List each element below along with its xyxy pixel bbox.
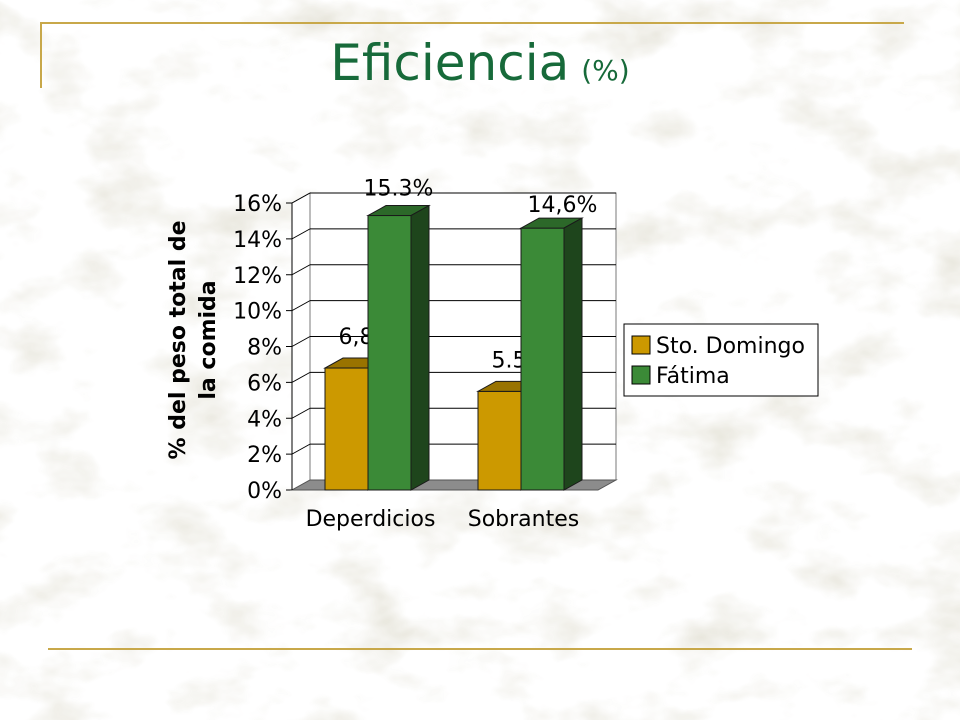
gridline-side (291, 336, 311, 347)
y-tick-label: 14% (233, 228, 282, 253)
gridline-side (291, 407, 311, 419)
data-label: 15.3% (364, 177, 434, 202)
y-tick-label: 12% (233, 264, 282, 289)
legend-swatch (631, 335, 651, 355)
bottom-rule (48, 648, 912, 650)
y-tick-label: 10% (233, 300, 282, 325)
slide-title-text: Eficiencia (330, 34, 570, 92)
slide-title: Eficiencia (%) (0, 34, 960, 92)
gridline-side (291, 443, 311, 455)
bar-front (367, 215, 412, 491)
legend-swatch (631, 365, 651, 385)
gridline-side (291, 264, 311, 276)
legend-entry: Sto. Domingo (656, 334, 805, 359)
y-tick-label: 6% (247, 371, 282, 396)
slide-title-unit: (%) (581, 54, 630, 87)
x-category-label: Sobrantes (468, 507, 579, 532)
y-tick-label: 2% (247, 443, 282, 468)
gridline-side (291, 228, 311, 240)
y-axis-title-line-2: la comida (196, 280, 221, 399)
data-label: 14,6% (528, 193, 598, 218)
gridline-side (291, 300, 311, 312)
bar-front (520, 227, 565, 491)
bar-front (324, 367, 369, 491)
top-rule (40, 22, 904, 24)
bar-front (477, 390, 522, 491)
y-axis-title-line-1: % del peso total de (166, 221, 191, 460)
gridline-side (291, 371, 311, 383)
y-tick-label: 8% (247, 336, 282, 361)
bar-side (410, 204, 430, 491)
bar-side (563, 217, 583, 491)
top-left-rule (40, 22, 42, 88)
x-category-label: Deperdicios (306, 507, 436, 532)
y-tick-label: 4% (247, 407, 282, 432)
legend-entry: Fátima (656, 364, 730, 389)
legend-box (623, 323, 819, 397)
y-tick-label: 0% (247, 479, 282, 504)
y-tick-label: 16% (233, 192, 282, 217)
gridline-side (291, 192, 311, 204)
